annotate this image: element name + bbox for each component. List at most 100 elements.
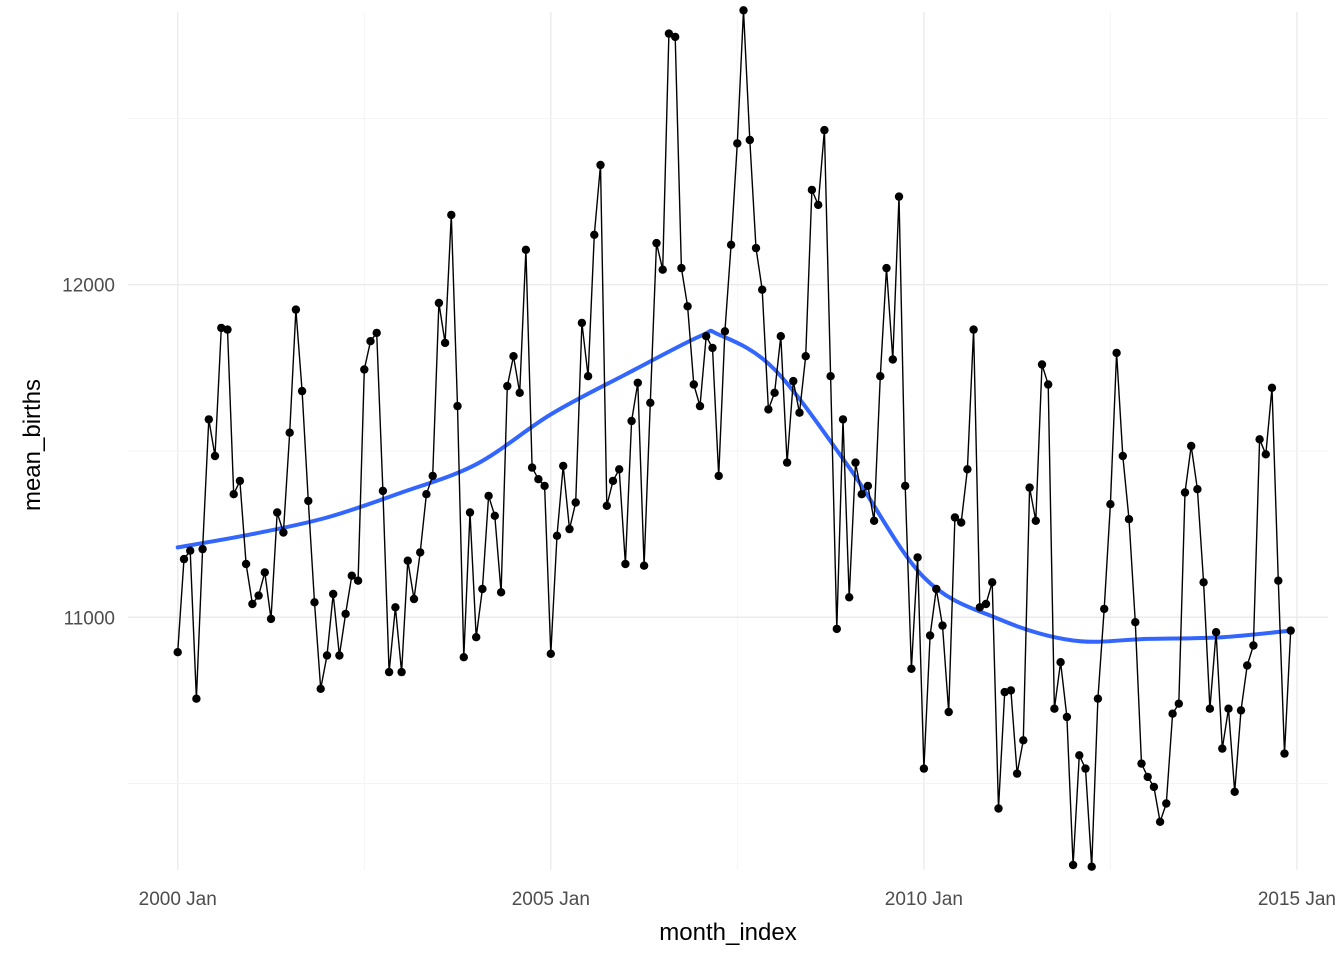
data-point bbox=[782, 458, 792, 467]
data-point bbox=[646, 398, 655, 407]
data-point bbox=[186, 546, 195, 555]
data-point bbox=[708, 343, 717, 353]
data-point bbox=[1286, 626, 1295, 635]
data-point bbox=[1205, 704, 1215, 713]
x-axis-title: month_index bbox=[659, 919, 796, 946]
data-point bbox=[503, 381, 512, 391]
data-point bbox=[1056, 658, 1065, 667]
data-point bbox=[1137, 759, 1146, 768]
data-point bbox=[801, 352, 810, 361]
data-point bbox=[1236, 706, 1246, 715]
data-point bbox=[248, 599, 257, 609]
data-point bbox=[745, 135, 754, 145]
data-point bbox=[322, 651, 332, 660]
data-point bbox=[1068, 860, 1078, 870]
data-point bbox=[440, 338, 450, 348]
data-point bbox=[1193, 485, 1202, 494]
data-point bbox=[726, 240, 736, 249]
data-point bbox=[279, 528, 288, 537]
data-point bbox=[789, 376, 798, 386]
data-point bbox=[602, 501, 611, 510]
data-point bbox=[1062, 712, 1072, 722]
data-point bbox=[329, 589, 338, 599]
data-point bbox=[994, 804, 1003, 813]
data-point bbox=[521, 245, 531, 254]
data-point bbox=[857, 490, 866, 499]
data-point bbox=[347, 571, 356, 580]
y-tick-label: 11000 bbox=[64, 608, 115, 629]
data-point bbox=[1187, 441, 1196, 451]
data-point bbox=[869, 516, 879, 525]
data-point bbox=[179, 554, 189, 564]
x-tick-label: 2015 Jan bbox=[1258, 889, 1336, 910]
data-point bbox=[1093, 694, 1103, 703]
data-point bbox=[571, 498, 580, 507]
data-point bbox=[291, 305, 301, 314]
data-point bbox=[901, 481, 910, 491]
births-line bbox=[177, 9, 1292, 868]
data-point bbox=[534, 475, 543, 484]
data-point bbox=[1211, 628, 1221, 637]
data-point bbox=[198, 544, 207, 554]
data-point bbox=[714, 471, 723, 481]
data-point bbox=[459, 653, 468, 662]
data-point bbox=[695, 401, 705, 411]
data-point bbox=[391, 603, 400, 612]
y-tick-label: 12000 bbox=[62, 276, 115, 297]
data-point bbox=[316, 684, 325, 693]
data-point bbox=[888, 355, 897, 364]
data-point bbox=[1025, 483, 1034, 492]
data-point bbox=[776, 332, 785, 341]
data-point bbox=[739, 6, 748, 15]
data-point bbox=[515, 388, 524, 397]
data-point bbox=[403, 556, 412, 565]
y-tick-labels: 11000 12000 bbox=[62, 276, 115, 630]
data-point bbox=[527, 463, 537, 472]
data-point bbox=[758, 285, 767, 294]
data-point bbox=[1100, 604, 1109, 614]
data-point bbox=[751, 243, 761, 253]
data-point bbox=[1081, 764, 1090, 773]
data-point bbox=[1199, 578, 1208, 587]
data-point bbox=[1255, 435, 1264, 444]
data-point bbox=[876, 372, 885, 381]
data-point bbox=[341, 609, 350, 619]
data-point bbox=[615, 465, 624, 474]
data-point bbox=[1106, 500, 1115, 509]
data-point bbox=[907, 664, 916, 673]
data-point bbox=[546, 649, 555, 658]
data-point bbox=[266, 614, 276, 624]
data-point bbox=[254, 591, 263, 600]
line-layer bbox=[177, 9, 1292, 868]
data-point bbox=[863, 481, 873, 491]
data-point bbox=[273, 508, 282, 517]
data-point bbox=[1261, 450, 1271, 459]
data-point bbox=[826, 372, 835, 381]
data-point bbox=[702, 332, 711, 341]
data-point bbox=[1168, 709, 1177, 718]
data-point bbox=[944, 707, 953, 717]
data-point bbox=[465, 508, 475, 517]
data-point bbox=[1044, 380, 1053, 389]
data-point bbox=[540, 481, 549, 491]
data-point bbox=[509, 352, 518, 361]
data-point bbox=[496, 588, 506, 597]
data-point bbox=[428, 471, 437, 481]
data-point bbox=[360, 365, 369, 374]
data-point bbox=[938, 621, 947, 630]
data-point bbox=[1031, 516, 1041, 525]
data-point bbox=[838, 415, 848, 424]
x-tick-labels: 2000 Jan 2005 Jan 2010 Jan 2015 Jan bbox=[139, 889, 1336, 910]
data-point bbox=[1274, 576, 1283, 585]
data-point bbox=[304, 496, 313, 506]
data-point bbox=[975, 603, 984, 612]
data-point bbox=[845, 593, 854, 602]
smooth-layer bbox=[175, 328, 1293, 644]
data-point bbox=[689, 380, 698, 389]
data-point bbox=[658, 265, 667, 274]
data-point bbox=[577, 318, 587, 328]
data-point bbox=[192, 694, 201, 703]
data-point bbox=[770, 388, 779, 397]
data-point bbox=[633, 378, 642, 387]
